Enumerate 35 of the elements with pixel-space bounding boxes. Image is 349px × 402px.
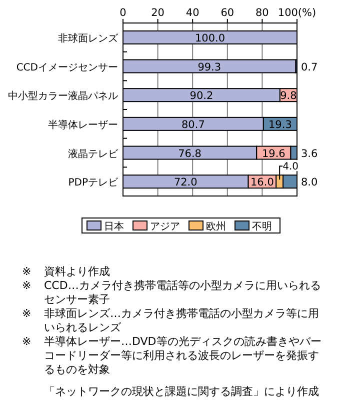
y-tick-label: 非球面レンズ xyxy=(58,32,119,44)
data-label: 9.8 xyxy=(280,90,297,102)
text: 「ネットワークの現状と課題に関する調査」により作成 xyxy=(44,385,320,399)
data-label: 8.0 xyxy=(301,176,318,189)
y-tick-label: PDPテレビ xyxy=(68,178,119,189)
legend-label: アジア xyxy=(150,222,180,232)
data-label: 76.8 xyxy=(178,148,202,160)
data-label: 19.6 xyxy=(262,148,286,160)
y-tick-label: CCDイメージセンサー xyxy=(16,62,118,74)
data-label: 3.6 xyxy=(301,148,318,160)
y-tick-label: 中小型カラー液晶パネル xyxy=(8,90,118,102)
legend-label: 不明 xyxy=(252,222,272,232)
data-label: 99.3 xyxy=(198,61,222,74)
data-label: 100.0 xyxy=(194,32,226,44)
text: ※ 半導体レーザー…DVD等の光ディスクの読み書きやバーコードリーダー等に利用される波長のレーザーを発振するものを対象 xyxy=(22,335,322,377)
text: ※ 非球面レンズ…カメラ付き携帯電話の小型カメラ等に用いられるレンズ xyxy=(22,307,320,335)
y-tick-label: 液晶テレビ xyxy=(68,148,119,160)
data-label: 4.0 xyxy=(282,162,299,173)
data-label: 72.0 xyxy=(174,176,198,189)
data-label: 16.0 xyxy=(250,176,274,189)
x-tick-label: 100(%) xyxy=(278,7,316,19)
data-label: 0.7 xyxy=(301,61,318,74)
x-tick-label: 40 xyxy=(186,7,200,19)
x-tick-label: 20 xyxy=(151,7,164,19)
data-label: 19.3 xyxy=(268,118,292,131)
x-tick-label: 0 xyxy=(120,7,126,19)
data-label: 80.7 xyxy=(182,118,205,131)
legend-label: 欧州 xyxy=(206,220,226,232)
data-label: 90.2 xyxy=(190,90,214,102)
y-tick-label: 半導体レーザー xyxy=(48,118,118,131)
x-tick-label: 60 xyxy=(220,7,234,19)
text: ※ CCD…カメラ付き携帯電話等の小型カメラに用いられるセンサー素子 xyxy=(22,279,322,307)
legend-label: 日本 xyxy=(104,220,124,232)
x-tick-label: 80 xyxy=(256,7,269,19)
text: ※ 資料より作成 xyxy=(22,265,111,279)
